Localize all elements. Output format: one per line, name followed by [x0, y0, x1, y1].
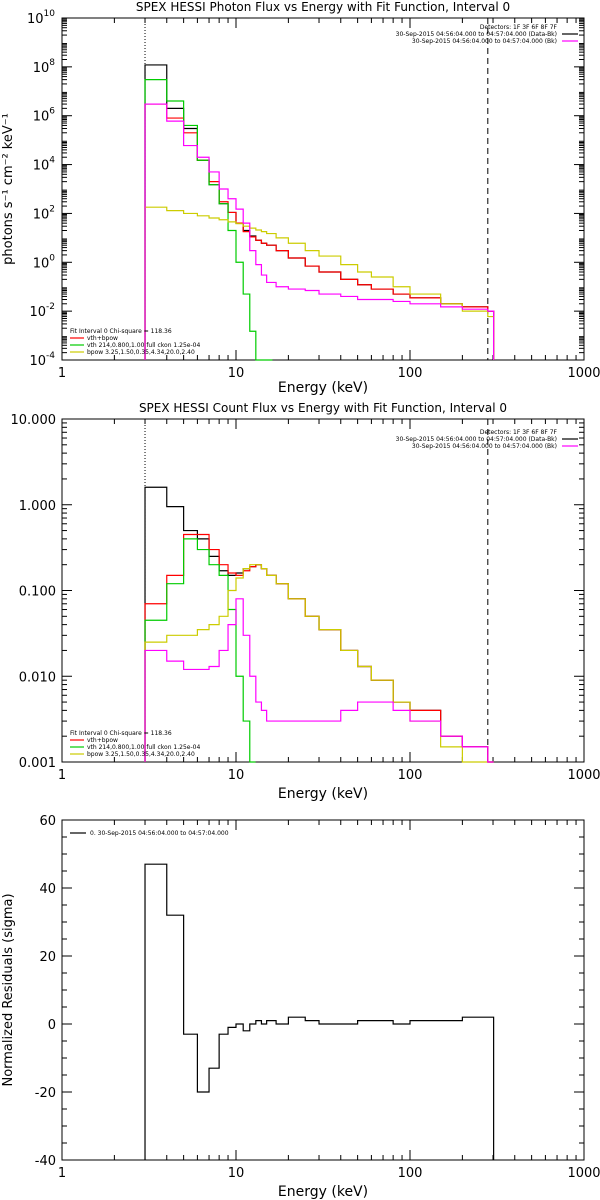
x-tick-label: 10 [228, 768, 245, 783]
x-tick-label: 1 [58, 366, 66, 381]
y-tick-label: 1.000 [19, 499, 56, 514]
legend-bottom-entry: bpow 3.25,1.50,0.35,4.34,20.0,2.40 [87, 751, 195, 758]
x-axis-label: Energy (keV) [278, 786, 368, 802]
chart-title: SPEX HESSI Photon Flux vs Energy with Fi… [136, 0, 510, 14]
y-tick-label: 0.001 [19, 756, 56, 771]
legend-bottom-entry: bpow 3.25,1.50,0.35,4.34,20.0,2.40 [87, 349, 195, 356]
plot-frame [61, 17, 585, 361]
series-line-5 [144, 598, 494, 763]
y-tick-label: 102 [33, 204, 55, 222]
x-tick-label: 1 [58, 1166, 66, 1181]
legend-bottom-entry: vth+bpow [87, 737, 118, 744]
x-tick-label: 1000 [567, 366, 600, 381]
series-line-3 [144, 538, 256, 763]
y-tick-label: 0.100 [19, 585, 56, 600]
chart-title: SPEX HESSI Count Flux vs Energy with Fit… [139, 401, 507, 415]
series-line-4 [144, 206, 495, 360]
x-tick-label: 10 [228, 1166, 245, 1181]
plot-frame [61, 418, 585, 763]
y-axis-label: photons s⁻¹ cm⁻² keV⁻¹ [1, 113, 16, 265]
series-line-5 [144, 103, 495, 360]
series-line-4 [144, 564, 494, 763]
y-tick-label: 40 [39, 882, 56, 897]
legend-top-entry: Detectors: 1F 3F 6F 8F 7F [480, 429, 558, 436]
x-tick-label: 10 [228, 366, 245, 381]
y-axis-label: Normalized Residuals (sigma) [1, 893, 16, 1086]
series-line-1 [144, 863, 495, 1160]
y-tick-label: 100 [33, 253, 56, 271]
y-tick-label: 104 [33, 156, 56, 174]
y-tick-label: 60 [39, 814, 56, 829]
legend-entry: 0. 30-Sep-2015 04:56:04.000 to 04:57:04.… [90, 830, 229, 837]
chart-panel-1: SPEX HESSI Photon Flux vs Energy with Fi… [1, 0, 600, 396]
y-tick-label: -40 [35, 1154, 56, 1169]
y-tick-label: 10-2 [29, 302, 55, 320]
legend-bottom-entry: vth 214,0.800,1.00 full ckon 1.25e-04 [87, 342, 200, 349]
series-line-2 [144, 533, 494, 763]
x-tick-label: 100 [398, 768, 423, 783]
legend-top-entry: 30-Sep-2015 04:56:04.000 to 04:57:04.000… [412, 443, 557, 450]
legend-bottom-entry: Fit Interval 0 Chi-square = 118.36 [70, 328, 172, 335]
x-tick-label: 1000 [567, 768, 600, 783]
x-tick-label: 1 [58, 768, 66, 783]
legend-bottom-entry: Fit Interval 0 Chi-square = 118.36 [70, 730, 172, 737]
y-tick-label: -20 [35, 1086, 56, 1101]
plot-frame [61, 819, 585, 1161]
y-tick-label: 0 [48, 1018, 56, 1033]
legend-top-entry: 30-Sep-2015 04:56:04.000 to 04:57:04.000… [396, 31, 557, 38]
y-tick-label: 108 [33, 58, 56, 76]
chart-panel-3: 1 10 100 1000 -40 -20 0 20 40 60 Energy (keV) Norma… [1, 814, 600, 1200]
series-line-1 [144, 64, 495, 360]
y-tick-label: 1010 [27, 9, 55, 27]
legend-bottom-entry: vth 214,0.800,1.00 full ckon 1.25e-04 [87, 744, 200, 751]
legend-top-entry: 30-Sep-2015 04:56:04.000 to 04:57:04.000… [396, 436, 557, 443]
y-tick-label: 20 [39, 950, 56, 965]
series-line-3 [144, 79, 273, 361]
x-tick-label: 1000 [567, 1166, 600, 1181]
chart-panel-2: SPEX HESSI Count Flux vs Energy with Fit… [11, 401, 600, 802]
y-tick-label: 10.000 [11, 413, 57, 428]
legend-top-entry: Detectors: 1F 3F 6F 8F 7F [480, 24, 558, 31]
legend-bottom-entry: vth+bpow [87, 335, 118, 342]
x-axis-label: Energy (keV) [278, 380, 368, 396]
x-tick-label: 100 [398, 366, 423, 381]
y-tick-label: 10-4 [29, 351, 55, 369]
y-tick-label: 106 [33, 107, 56, 125]
y-tick-label: 0.010 [19, 670, 56, 685]
x-axis-label: Energy (keV) [278, 1184, 368, 1200]
x-tick-label: 100 [398, 1166, 423, 1181]
legend-top-entry: 30-Sep-2015 04:56:04.000 to 04:57:04.000… [412, 38, 557, 45]
